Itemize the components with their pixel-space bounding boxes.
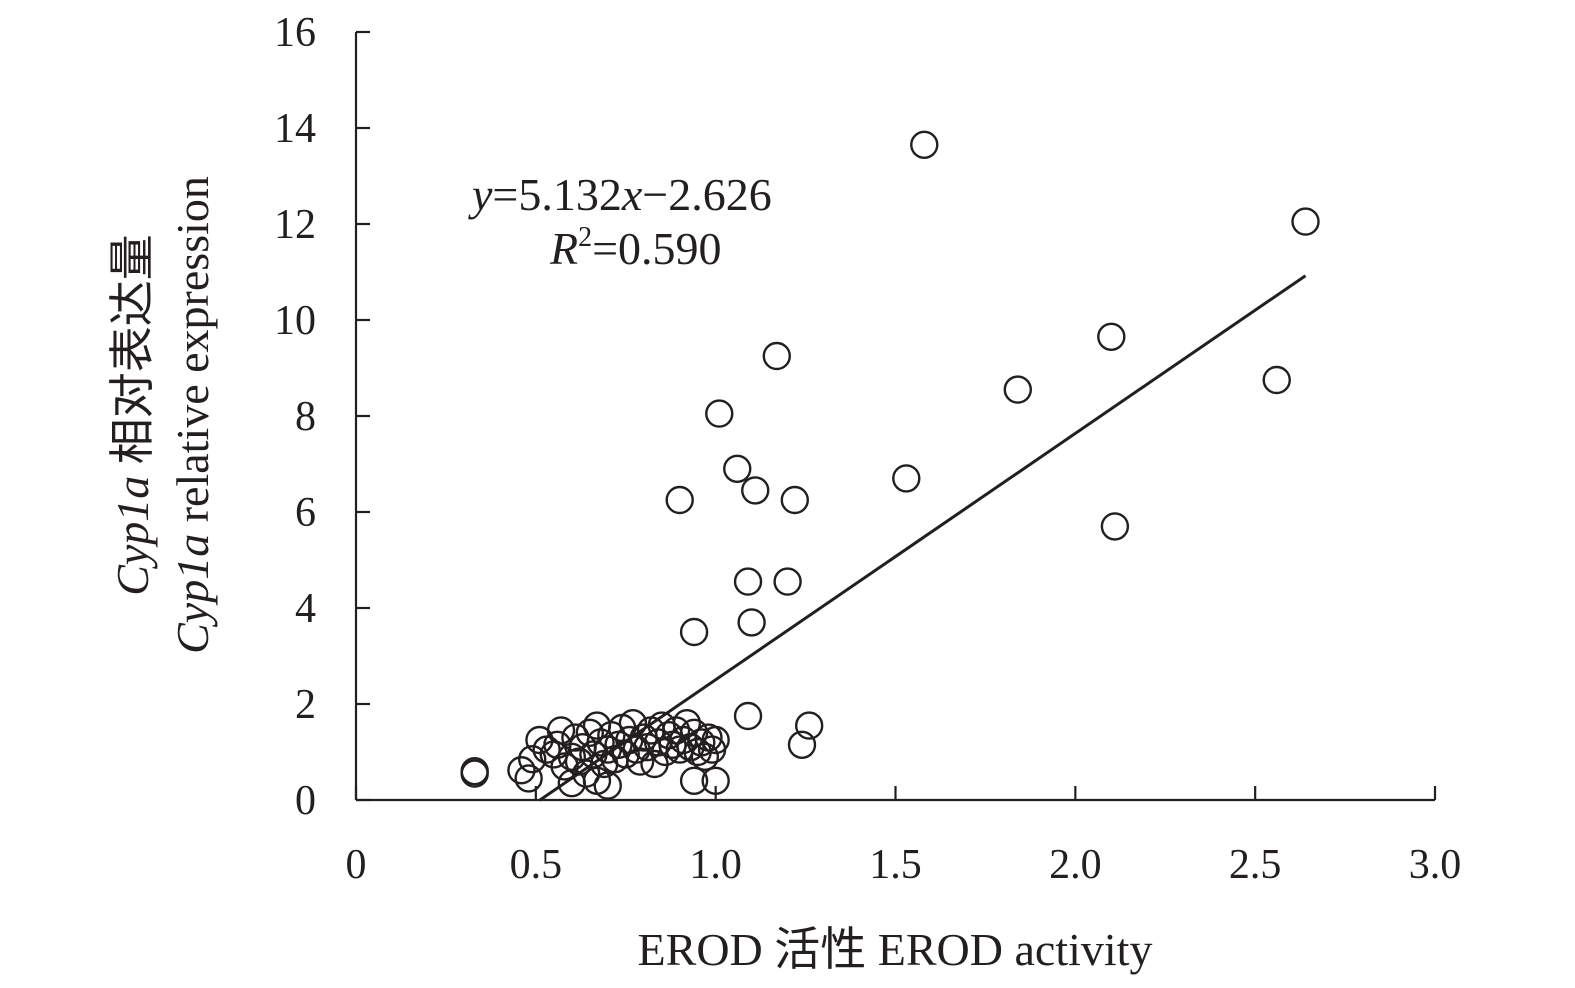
data-point <box>1291 207 1320 236</box>
r-superscript: 2 <box>578 222 592 253</box>
y-tick-label: 12 <box>274 202 316 248</box>
equation-x-symbol: x <box>621 169 643 220</box>
y-tick-label: 8 <box>295 394 316 440</box>
data-point <box>1100 512 1130 541</box>
data-point <box>460 759 489 788</box>
data-point <box>701 766 730 795</box>
r-squared-label: R2=0.590 <box>549 222 722 274</box>
y-axis-ticks: 0 2 4 6 8 10 12 14 16 <box>274 10 370 824</box>
y-title-gene-2: Cyp1a <box>167 534 218 654</box>
data-point <box>679 617 709 647</box>
data-point <box>1262 365 1291 395</box>
x-tick-label: 0.5 <box>510 842 563 888</box>
r-squared-value: =0.590 <box>592 223 721 274</box>
data-point <box>733 701 763 731</box>
data-point <box>737 608 766 637</box>
data-point <box>679 766 709 795</box>
y-title-cn: 相对表达量 <box>107 234 158 476</box>
data-point <box>762 341 792 371</box>
y-tick-label: 0 <box>295 778 316 824</box>
data-point <box>593 771 622 800</box>
data-point <box>460 757 489 786</box>
x-axis-ticks: 0 0.5 1.0 1.5 2.0 2.5 3.0 <box>346 786 1462 888</box>
data-point <box>679 718 709 747</box>
data-point <box>546 716 576 745</box>
data-point <box>780 485 809 515</box>
x-axis-title: EROD 活性 EROD activity <box>638 924 1153 975</box>
y-tick-label: 2 <box>295 682 316 728</box>
data-point <box>507 756 536 785</box>
data-point <box>701 725 730 755</box>
data-point <box>705 399 734 428</box>
trendline <box>538 274 1307 802</box>
equation-intercept: −2.626 <box>642 169 771 220</box>
y-tick-label: 10 <box>274 298 316 344</box>
data-point <box>1097 322 1126 351</box>
x-tick-label: 1.5 <box>869 842 922 888</box>
y-axis-title: Cyp1a 相对表达量 Cyp1a relative expression <box>107 176 218 654</box>
x-tick-label: 3.0 <box>1409 842 1462 888</box>
data-point <box>787 730 817 759</box>
y-tick-label: 14 <box>274 106 316 152</box>
y-axis-title-line2: Cyp1a relative expression <box>167 176 218 654</box>
data-point <box>582 711 612 740</box>
data-point <box>723 454 752 483</box>
data-point <box>690 742 720 771</box>
r-symbol: R <box>549 223 578 274</box>
y-title-gene-1: Cyp1a <box>107 476 158 596</box>
data-point <box>672 709 702 738</box>
data-point <box>741 476 770 505</box>
y-tick-label: 6 <box>295 490 316 536</box>
data-point <box>910 130 939 160</box>
data-point <box>575 718 604 747</box>
x-tick-label: 1.0 <box>689 842 742 888</box>
equation-y-symbol: y <box>468 169 493 220</box>
data-point <box>1003 375 1032 404</box>
data-point <box>514 764 543 793</box>
equation-coefficient: =5.132 <box>492 169 621 220</box>
y-title-en: relative expression <box>167 176 218 534</box>
data-point <box>794 711 824 740</box>
data-point <box>665 485 694 515</box>
y-tick-label: 4 <box>295 586 316 632</box>
y-axis-title-line1: Cyp1a 相对表达量 <box>107 234 158 596</box>
x-tick-label: 2.5 <box>1229 842 1282 888</box>
data-point <box>892 464 921 493</box>
data-point <box>625 747 655 776</box>
data-points <box>460 130 1320 800</box>
x-tick-label: 0 <box>346 842 367 888</box>
regression-equation: y=5.132x−2.626 <box>468 169 772 220</box>
data-point <box>550 752 579 781</box>
data-point <box>733 567 763 596</box>
data-point <box>773 567 802 596</box>
data-point <box>518 745 547 774</box>
x-tick-label: 2.0 <box>1049 842 1102 888</box>
y-tick-label: 16 <box>274 10 316 56</box>
